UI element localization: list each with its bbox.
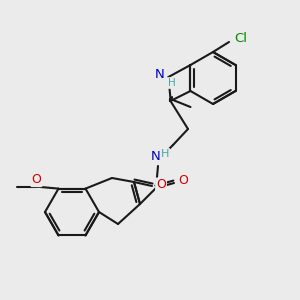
Text: O: O: [32, 173, 41, 186]
Text: N: N: [151, 151, 161, 164]
Text: H: H: [161, 149, 169, 159]
Text: N: N: [154, 68, 164, 80]
Text: O: O: [178, 175, 188, 188]
Text: H: H: [168, 78, 176, 88]
Text: Cl: Cl: [235, 32, 248, 46]
Text: O: O: [156, 178, 166, 191]
